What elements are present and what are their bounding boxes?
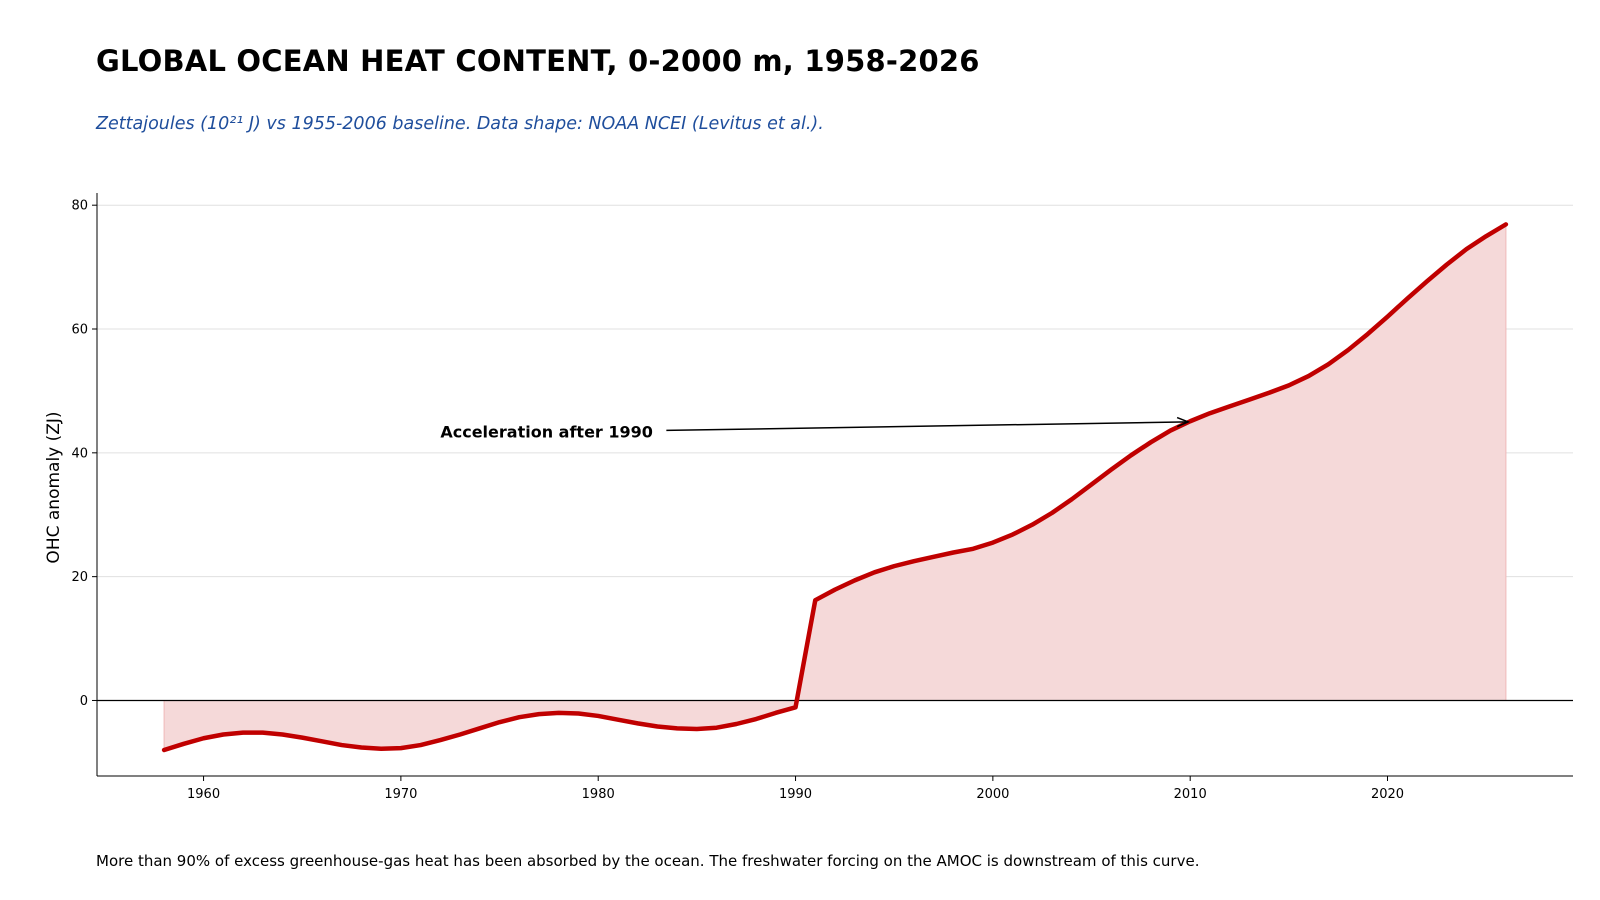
- y-axis-ticks: 0 20 40 60 80: [71, 199, 97, 709]
- x-tick-label-1970: 1970: [384, 787, 417, 802]
- y-tick-label-20: 20: [71, 570, 88, 585]
- chart-title: GLOBAL OCEAN HEAT CONTENT, 0-2000 m, 195…: [96, 44, 980, 78]
- y-axis-label: OHC anomaly (ZJ): [44, 411, 64, 563]
- x-axis-ticks: 1960 1970 1980 1990 2000 2010 2020: [187, 776, 1404, 802]
- annotation-text: Acceleration after 1990: [440, 422, 653, 441]
- axes: [96, 193, 1573, 777]
- series-line: [161, 222, 1509, 753]
- x-tick-label-2020: 2020: [1371, 787, 1404, 802]
- annotation-arrow: [666, 421, 1189, 432]
- x-tick-label-2010: 2010: [1174, 787, 1207, 802]
- x-tick-label-1960: 1960: [187, 787, 220, 802]
- y-tick-label-60: 60: [71, 323, 88, 338]
- y-tick-label-0: 0: [80, 694, 88, 709]
- chart-subtitle: Zettajoules (10²¹ J) vs 1955-2006 baseli…: [96, 114, 824, 134]
- x-tick-label-1980: 1980: [582, 787, 615, 802]
- x-tick-label-2000: 2000: [976, 787, 1009, 802]
- footnote: More than 90% of excess greenhouse-gas h…: [96, 852, 1200, 870]
- annotation-arrowhead: [1176, 416, 1191, 428]
- area-fill: [163, 223, 1507, 751]
- x-tick-label-1990: 1990: [779, 787, 812, 802]
- y-tick-label-40: 40: [71, 446, 88, 461]
- y-tick-label-80: 80: [71, 199, 88, 214]
- annotation: Acceleration after 1990: [440, 416, 1191, 441]
